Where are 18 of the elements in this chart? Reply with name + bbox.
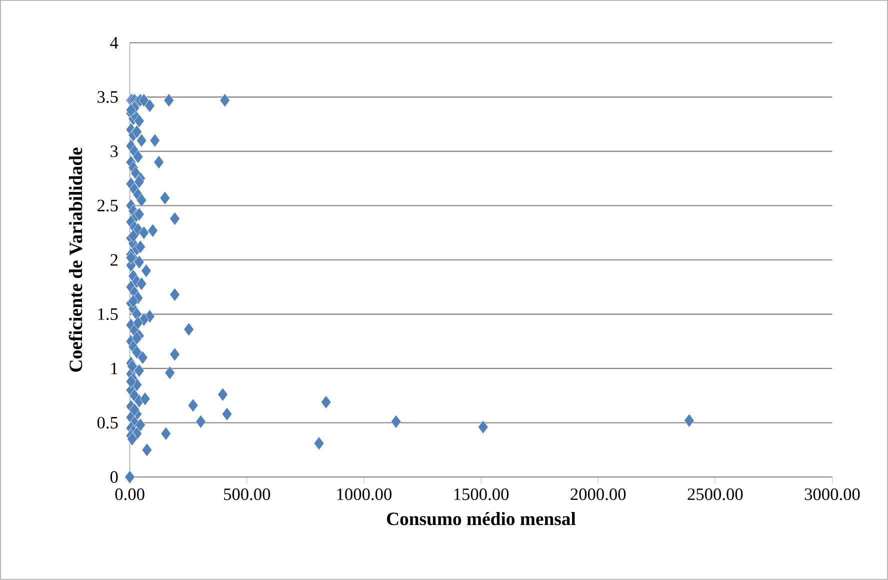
- y-tick-label: 3: [110, 146, 118, 158]
- y-tick-label: 3.5: [98, 91, 118, 104]
- x-tick-label: 1500.00: [454, 488, 509, 500]
- y-tick-label: 2: [110, 254, 118, 266]
- x-tick-label: 1000.00: [337, 488, 392, 500]
- x-tick-label: 0.00: [115, 488, 144, 500]
- y-axis-title: Coeficiente de Variabilidade: [68, 148, 82, 372]
- y-tick-label: 1: [111, 362, 118, 374]
- y-tick-label: 1.5: [98, 308, 118, 320]
- y-tick-label: 0: [110, 471, 118, 483]
- y-tick-label: 4: [110, 37, 118, 49]
- y-tick-label: 0.5: [97, 416, 118, 429]
- x-axis-title: Consumo médio mensal: [386, 512, 576, 526]
- y-tick-label: 2.5: [98, 200, 118, 212]
- x-tick-label: 3000.00: [804, 488, 860, 500]
- x-tick-label: 2500.00: [688, 488, 743, 500]
- x-tick-label: 500.00: [224, 488, 270, 500]
- x-tick-label: 2000.00: [570, 488, 626, 500]
